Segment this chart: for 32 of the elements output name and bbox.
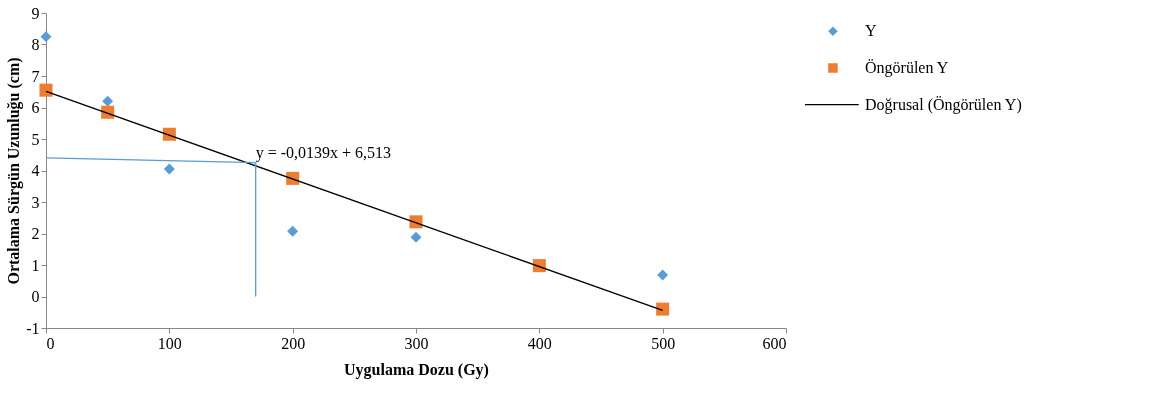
point (39, 83, 53, 97)
y-tick-label: -1 (26, 319, 40, 337)
x-axis-title: Uygulama Dozu (Gy) (344, 360, 489, 379)
point (287, 225, 299, 237)
point (163, 163, 175, 175)
y-tick-label: 7 (31, 67, 40, 85)
x-tick-label: 500 (651, 334, 676, 352)
y-tick-label: 5 (31, 130, 40, 148)
x-tick-label: 100 (157, 334, 182, 352)
y-tick-label: 8 (31, 36, 40, 53)
legend-label: Öngörülen Y (865, 59, 949, 77)
y-tick-label: 9 (31, 4, 40, 22)
point (102, 95, 114, 107)
x-tick-label: 0 (46, 334, 55, 352)
y-tick-label: 4 (31, 162, 40, 179)
annotation: y = -0,0139x + 6,513 (255, 144, 392, 163)
x-tick-label: 600 (762, 334, 787, 352)
point (40, 31, 52, 43)
y-tick-label: 0 (31, 288, 40, 305)
x-tick-label: 200 (281, 334, 306, 352)
y-tick-label: 1 (31, 256, 40, 274)
point (656, 302, 670, 316)
point (410, 231, 422, 243)
x-tick-label: 400 (527, 334, 552, 352)
y-tick-label: 3 (31, 193, 40, 211)
legend-label: Y (865, 22, 877, 40)
y-axis-title: Ortalama Sürgün Uzunluğu (cm) (5, 57, 24, 285)
legend-label: Doğrusal (Öngörülen Y) (865, 95, 1022, 114)
x-tick-label: 300 (404, 334, 429, 352)
point (657, 269, 669, 281)
y-tick-label: 6 (31, 99, 40, 116)
y-tick-label: 2 (31, 225, 40, 242)
